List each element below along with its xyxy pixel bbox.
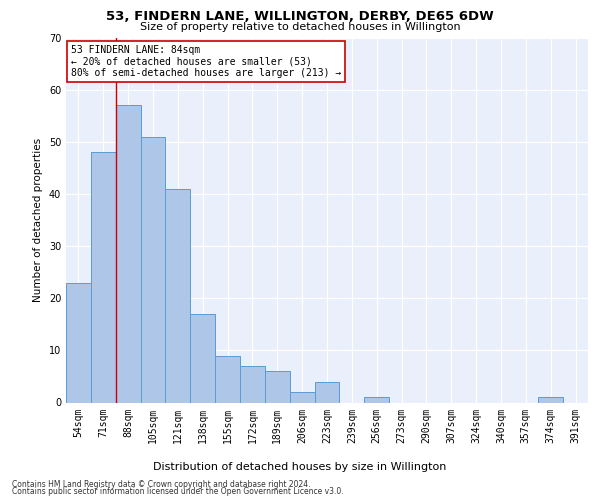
Bar [190,314,215,402]
Text: Contains HM Land Registry data © Crown copyright and database right 2024.: Contains HM Land Registry data © Crown c… [12,480,311,489]
Y-axis label: Number of detached properties: Number of detached properties [33,138,43,302]
Bar [116,106,140,403]
Bar [364,398,389,402]
Bar [215,356,240,403]
Bar [240,366,265,403]
Text: Contains public sector information licensed under the Open Government Licence v3: Contains public sector information licen… [12,487,344,496]
Bar [140,136,166,402]
Bar [66,282,91,403]
Text: 53, FINDERN LANE, WILLINGTON, DERBY, DE65 6DW: 53, FINDERN LANE, WILLINGTON, DERBY, DE6… [106,10,494,23]
Bar [265,371,290,402]
Bar [166,188,190,402]
Text: 53 FINDERN LANE: 84sqm
← 20% of detached houses are smaller (53)
80% of semi-det: 53 FINDERN LANE: 84sqm ← 20% of detached… [71,45,341,78]
Bar [314,382,340,402]
Bar [538,398,563,402]
Text: Size of property relative to detached houses in Willington: Size of property relative to detached ho… [140,22,460,32]
Bar [91,152,116,403]
Text: Distribution of detached houses by size in Willington: Distribution of detached houses by size … [154,462,446,472]
Bar [290,392,314,402]
